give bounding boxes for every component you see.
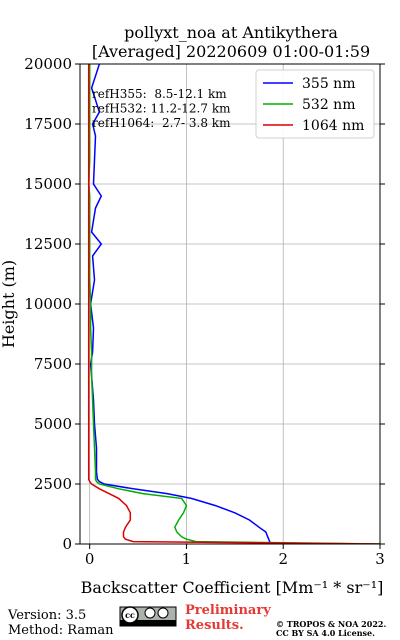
chart-title: pollyxt_noa at Antikythera (124, 23, 338, 42)
profile-line (89, 64, 271, 544)
copyright: © TROPOS & NOA 2022. (276, 619, 386, 629)
y-tick-label: 15000 (24, 175, 72, 193)
plot-area: 0 2500 5000 7500 10000 12500 15000 17500 20000 0 1… (24, 55, 385, 568)
version: Version: 3.5 (7, 608, 86, 623)
y-tick-label: 5000 (34, 415, 72, 433)
legend-label: 355 nm (302, 76, 355, 92)
annotation: refH532: 11.2-12.7 km (92, 102, 231, 116)
y-axis-label: Height (m) (0, 260, 18, 348)
cc-logo: cc (119, 606, 177, 627)
annotation: refH355: 8.5-12.1 km (92, 87, 227, 101)
annotation: refH1064: 2.7- 3.8 km (92, 116, 231, 130)
y-tick-label: 12500 (24, 235, 72, 253)
plot-frame (79, 63, 381, 545)
y-tick-label: 17500 (24, 115, 72, 133)
method: Method: Raman (8, 623, 114, 638)
legend-label: 532 nm (302, 97, 355, 113)
preliminary: Results. (185, 618, 244, 633)
profile-line (87, 64, 380, 544)
x-tick-label: 0 (85, 550, 95, 568)
preliminary: Preliminary (185, 603, 271, 618)
y-tick-label: 10000 (24, 295, 72, 313)
x-axis-label: Backscatter Coefficient [Mm⁻¹ * sr⁻¹] (81, 578, 384, 597)
legend-label: 1064 nm (302, 118, 364, 134)
copyright: CC BY SA 4.0 License. (276, 628, 375, 638)
y-tick-label: 7500 (34, 355, 72, 373)
chart-title: [Averaged] 20220609 01:00-01:59 (92, 42, 370, 61)
y-tick-label: 0 (62, 535, 72, 553)
y-tick-label: 20000 (24, 55, 72, 73)
y-tick-label: 2500 (34, 475, 72, 493)
x-tick-label: 2 (278, 550, 288, 568)
legend (255, 69, 375, 139)
x-tick-label: 1 (182, 550, 192, 568)
svg-text:cc: cc (125, 610, 135, 620)
x-tick-label: 3 (375, 550, 385, 568)
